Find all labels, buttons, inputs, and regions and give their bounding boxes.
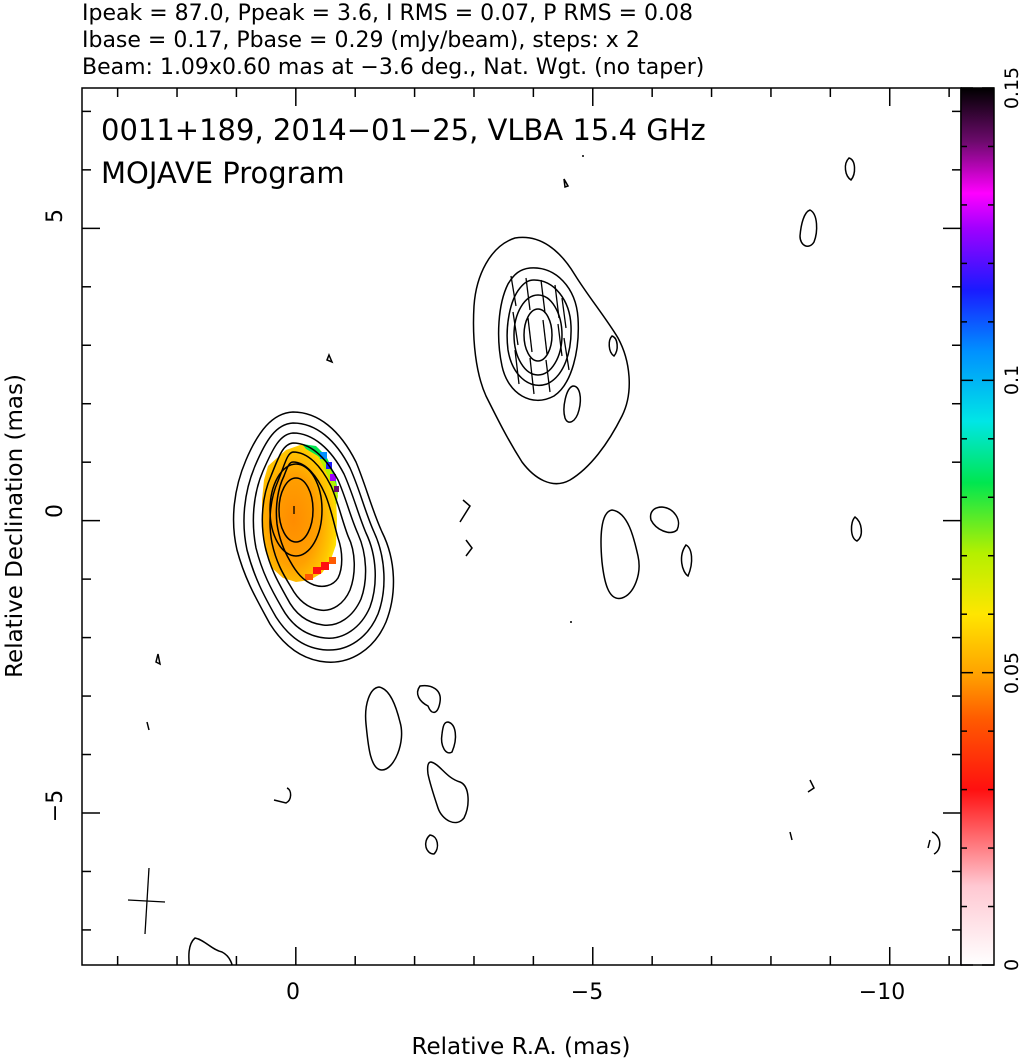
plot-title: 0011+189, 2014−01−25, VLBA 15.4 GHz: [101, 113, 706, 147]
colorbar-gradient: [961, 88, 994, 965]
y-axis-label: Relative Declination (mas): [2, 374, 28, 678]
colorbar-label-0-1: 0.1: [1001, 365, 1021, 395]
header-beam-info: Beam: 1.09x0.60 mas at −3.6 deg., Nat. W…: [82, 55, 704, 80]
header-peak-stats: Ipeak = 87.0, Ppeak = 3.6, I RMS = 0.07,…: [82, 1, 693, 26]
axis-ticks: [82, 88, 961, 965]
beam-cross: [127, 867, 166, 935]
colorbar-ticks: [961, 87, 994, 966]
y-tick-label-0: 0: [43, 504, 68, 518]
x-tick-label-minus5: −5: [571, 980, 603, 1005]
colorbar-label-0-15: 0.15: [1001, 67, 1021, 109]
jet-component: [472, 236, 630, 485]
plot-content: [127, 155, 941, 965]
x-tick-label-0: 0: [286, 980, 300, 1005]
noise-contours: [146, 155, 941, 965]
y-tick-label-5: 5: [43, 209, 68, 223]
x-tick-label-minus10: −10: [859, 980, 905, 1005]
y-tick-label-minus5: −5: [43, 790, 68, 822]
header-base-levels: Ibase = 0.17, Pbase = 0.29 (mJy/beam), s…: [82, 28, 640, 53]
colorbar-frame: [960, 87, 995, 966]
plot-subtitle: MOJAVE Program: [101, 156, 345, 190]
plot-frame: [81, 87, 962, 966]
core-contours: [232, 411, 395, 663]
colorbar: 0 0.05 0.1 0.15: [960, 67, 1021, 971]
x-axis-label: Relative R.A. (mas): [412, 1034, 631, 1060]
colorbar-label-0-05: 0.05: [1001, 652, 1021, 694]
colorbar-label-0: 0: [1001, 959, 1021, 971]
